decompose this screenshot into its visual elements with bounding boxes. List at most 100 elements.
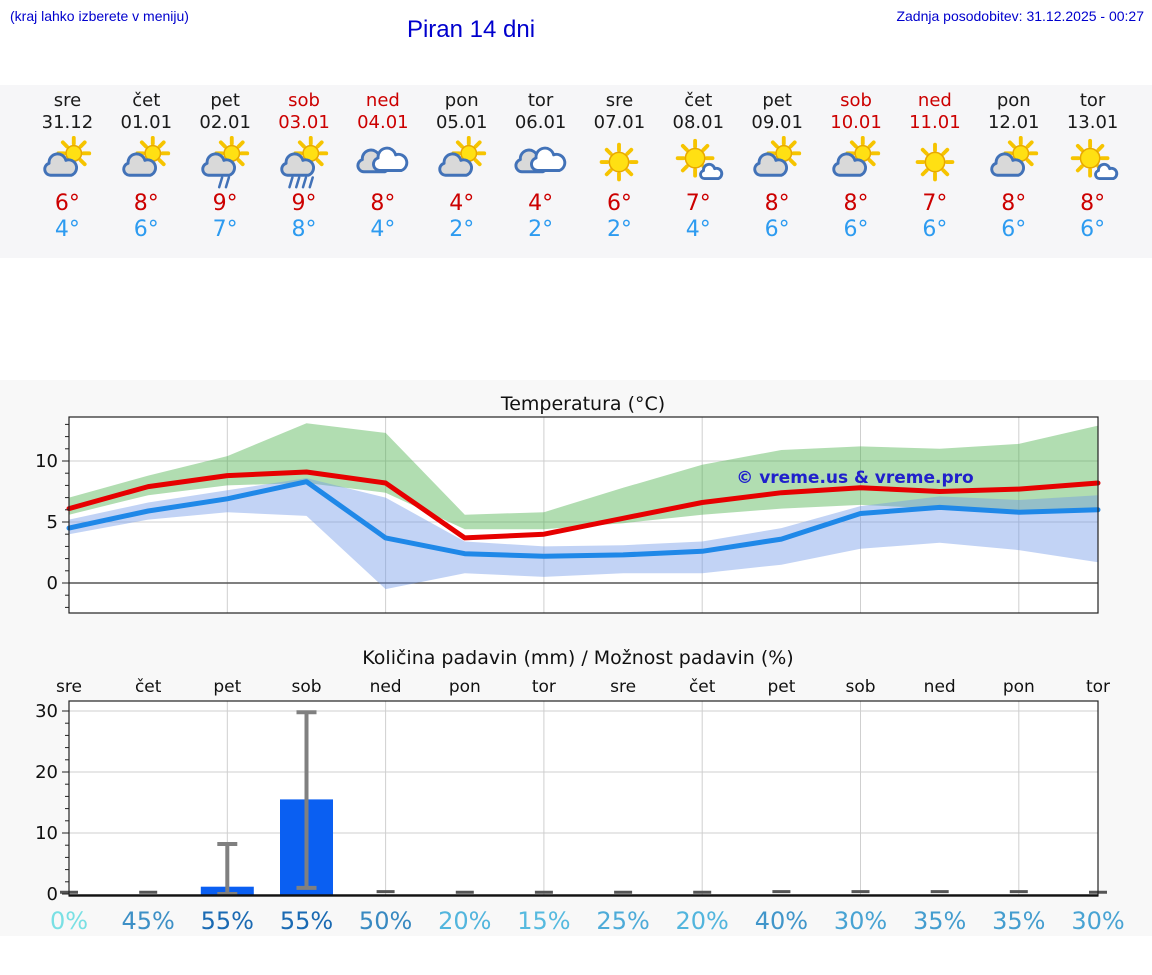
low-temp: 4°	[370, 217, 396, 242]
day-date: 08.01	[672, 112, 725, 133]
sun-cloud-rain-icon	[275, 135, 333, 190]
day-date: 13.01	[1066, 112, 1119, 133]
temperature-chart: Temperatura (°C) © vreme.us & vreme.pro 0 5…	[0, 385, 1152, 634]
high-temp: 8°	[843, 191, 869, 216]
day-column: tor 06.01 4° 2°	[501, 85, 580, 258]
max-temp-range-band	[69, 423, 1098, 530]
forecast-strip: sre 31.12 6° 4° čet 01.01 8° 6° pet 02.01 9° 7° sob 0…	[0, 85, 1152, 258]
day-column: pon 05.01 4° 2°	[422, 85, 501, 258]
precip-day-label: tor	[1086, 677, 1110, 697]
day-column: sob 03.01 9° 8°	[265, 85, 344, 258]
low-temp: 6°	[1080, 217, 1106, 242]
sun-small-cloud-icon	[1064, 136, 1122, 190]
low-temp: 4°	[685, 217, 711, 242]
day-name: sre	[605, 90, 634, 111]
precip-probability-label: 50%	[359, 907, 412, 935]
sun-icon	[906, 136, 964, 190]
day-name: pet	[210, 90, 240, 111]
high-temp: 4°	[449, 191, 475, 216]
precip-chart-title: Količina padavin (mm) / Možnost padavin …	[362, 647, 793, 669]
sun-cloud-icon	[433, 135, 491, 190]
low-temp: 4°	[54, 217, 80, 242]
precipitation-chart-svg: Količina padavin (mm) / Možnost padavin …	[35, 647, 1125, 935]
sun-small-cloud-icon	[669, 136, 727, 190]
precip-probability-label: 35%	[913, 907, 966, 935]
low-temp: 2°	[606, 217, 632, 242]
high-temp: 9°	[291, 191, 317, 216]
precip-probability-label: 30%	[834, 907, 887, 935]
precip-ytick-label: 30	[35, 701, 58, 722]
high-temp: 8°	[1080, 191, 1106, 216]
precip-day-label: pon	[1003, 677, 1035, 697]
precip-probability-label: 20%	[676, 907, 729, 935]
precip-probability-label: 55%	[280, 907, 333, 935]
day-column: tor 13.01 8° 6°	[1053, 85, 1132, 258]
precip-day-label: pon	[449, 677, 481, 697]
precip-ytick-label: 0	[47, 884, 58, 905]
precip-day-label: ned	[370, 677, 402, 697]
temp-chart-title: Temperatura (°C)	[500, 393, 665, 415]
day-date: 31.12	[41, 112, 94, 133]
day-date: 01.01	[120, 112, 173, 133]
high-temp: 7°	[685, 191, 711, 216]
sun-cloud-icon	[748, 135, 806, 190]
precip-day-label: sre	[610, 677, 636, 697]
max-temp-line	[66, 469, 1101, 541]
temp-ytick-label: 5	[47, 512, 58, 533]
high-temp: 8°	[370, 191, 396, 216]
charts-figure: Temperatura (°C) © vreme.us & vreme.pro 0 5…	[0, 380, 1152, 936]
watermark: © vreme.us & vreme.pro	[736, 468, 973, 488]
high-temp: 8°	[1001, 191, 1027, 216]
day-date: 04.01	[357, 112, 409, 133]
day-name: sob	[288, 90, 320, 111]
high-temp: 6°	[606, 191, 632, 216]
day-date: 06.01	[514, 112, 567, 133]
day-name: ned	[917, 90, 952, 111]
day-name: čet	[684, 90, 713, 111]
day-date: 05.01	[435, 112, 488, 133]
precip-ytick-label: 20	[35, 762, 58, 783]
sun-cloud-icon	[117, 135, 175, 190]
low-temp: 6°	[1001, 217, 1027, 242]
day-name: tor	[527, 90, 554, 111]
day-name: tor	[1079, 90, 1106, 111]
day-column: sob 10.01 8° 6°	[817, 85, 896, 258]
precip-probability-label: 25%	[596, 907, 649, 935]
low-temp: 2°	[528, 217, 554, 242]
precip-probability-label: 30%	[1071, 907, 1124, 935]
last-update: Zadnja posodobitev: 31.12.2025 - 00:27	[896, 8, 1144, 24]
day-column: ned 04.01 8° 4°	[343, 85, 422, 258]
day-date: 12.01	[987, 112, 1040, 133]
day-name: pon	[444, 90, 479, 111]
sun-cloud-icon	[985, 135, 1043, 190]
temperature-chart-svg: Temperatura (°C) © vreme.us & vreme.pro 0 5…	[35, 393, 1101, 614]
day-date: 07.01	[593, 112, 646, 133]
sun-cloud-icon	[38, 135, 96, 190]
precip-probability-label: 20%	[438, 907, 491, 935]
day-name: sre	[53, 90, 82, 111]
menu-note: (kraj lahko izberete v meniju)	[10, 8, 189, 24]
precip-whisker	[296, 710, 317, 890]
precip-day-label: sob	[845, 677, 875, 697]
page-title: Piran 14 dni	[406, 16, 536, 43]
low-temp: 6°	[843, 217, 869, 242]
precip-whisker	[217, 842, 238, 896]
temp-ytick-label: 10	[35, 451, 58, 472]
high-temp: 9°	[212, 191, 238, 216]
clouds-icon	[354, 136, 412, 190]
low-temp: 6°	[922, 217, 948, 242]
precip-day-label: pet	[767, 677, 795, 697]
day-column: pet 09.01 8° 6°	[738, 85, 817, 258]
day-column: pon 12.01 8° 6°	[974, 85, 1053, 258]
temp-ytick-label: 0	[47, 573, 58, 594]
precip-day-label: čet	[135, 677, 162, 697]
low-temp: 6°	[764, 217, 790, 242]
precip-probability-label: 35%	[992, 907, 1045, 935]
precip-day-label: pet	[213, 677, 241, 697]
min-temp-line	[66, 479, 1101, 559]
day-name: sob	[840, 90, 872, 111]
day-name: pet	[762, 90, 792, 111]
low-temp: 7°	[212, 217, 238, 242]
day-column: pet 02.01 9° 7°	[186, 85, 265, 258]
sun-cloud-icon	[827, 135, 885, 190]
